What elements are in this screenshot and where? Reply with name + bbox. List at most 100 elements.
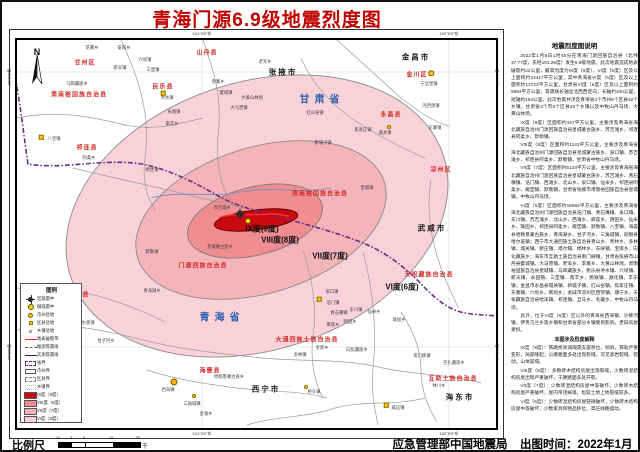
legend-label: 地表破裂带 <box>37 336 59 341</box>
town-label: 宝库乡 <box>315 345 329 350</box>
town-label: 威远镇 <box>391 405 405 410</box>
legend-label: 市州驻地 <box>37 312 55 317</box>
county-boundary-path <box>362 251 379 426</box>
county-label: 肃南裕固族自治县 <box>291 191 349 198</box>
graticule-coordinate-label: 37°0′0″北 <box>494 343 500 361</box>
macro-epicenter-marker <box>234 208 246 220</box>
scale-tick-label: 10 <box>108 436 114 440</box>
lg-vii-icon <box>24 407 37 415</box>
legend-label: 区县界 <box>37 376 50 381</box>
town-label: 仙米乡 <box>367 309 381 314</box>
town-label: 多林镇 <box>293 352 307 357</box>
town-label: 焦家庄镇 <box>354 127 372 132</box>
town-label: 金滩乡 <box>199 411 213 416</box>
town-label: 麻莲乡 <box>326 322 340 327</box>
town-label: 永固镇 <box>167 109 181 114</box>
legend-item: 微观震中 <box>24 303 79 311</box>
settlement-marker <box>383 402 389 408</box>
town-label: 青石嘴镇 <box>330 310 348 315</box>
graticule-coordinate-label: 38°0′0″北 <box>494 68 500 86</box>
legend-symbol-lg-city <box>24 312 37 318</box>
county-boundary-path <box>300 57 426 159</box>
town-label: 向化藏族乡 <box>346 347 368 352</box>
town-label: 阴田乡 <box>343 319 357 324</box>
graticule-coordinate-label: 38°0′0″北 <box>6 68 12 86</box>
settlement-marker <box>428 70 434 76</box>
town-label: 新城子镇 <box>314 140 332 145</box>
intensity-zone-label: IX度(9度) <box>245 224 279 234</box>
map-date: 出图时间：2022年1月11日 <box>520 439 633 451</box>
lg-measured-icon <box>24 354 37 356</box>
legend-symbol-lg-viii <box>24 399 37 407</box>
scale-segment <box>72 443 85 447</box>
town-label: 洪水镇 <box>160 95 174 100</box>
legend-label: 推测等震线 <box>37 344 59 349</box>
map-svg <box>17 40 496 428</box>
town-label: 哈勒景蒙古族乡 <box>213 374 245 379</box>
legend-item: 市州界 <box>24 367 79 375</box>
county-boundary-path <box>202 40 234 207</box>
town-label: 新天镇 <box>113 65 127 70</box>
county-label: 祁连县 <box>76 145 98 152</box>
legend-rows: 宏观震中微观震中 市州驻地区县驻地乡镇驻地地表破裂带推测等震线实测等震线省界市州界… <box>24 294 79 423</box>
county-label: 门源回族自治县 <box>178 263 228 270</box>
panel-paragraph: IX度（9度）：铁路桥梁减隔震支座移位、倾斜，铁轨严重变形，局部隆起；公路路面多… <box>511 344 638 365</box>
legend-item: VIII度（8度） <box>24 399 79 407</box>
map-outer-frame <box>9 29 504 439</box>
town-label: 花寨乡 <box>85 45 99 50</box>
county-boundary-path <box>336 40 450 127</box>
scale-segment <box>59 443 72 447</box>
town-label: 浩门镇 <box>326 300 340 305</box>
town-label: 西海镇 <box>161 387 175 392</box>
legend-item: 区县界 <box>24 375 79 383</box>
town-label: 哈尔盖镇 <box>77 320 95 325</box>
legend-label: 实测等震线 <box>37 352 59 357</box>
legend-item: 地表破裂带 <box>24 335 79 343</box>
town-label: 皇城蒙古族乡 <box>207 244 233 249</box>
lg-vi-icon <box>24 415 37 423</box>
panel-paragraph: VI度（6度）：少数砖混结构房屋轻微破坏，少数砖木结构房屋中等破坏，少数家具和物… <box>511 398 638 411</box>
scale-tick-label: 20 <box>135 436 141 440</box>
legend-label: 乡镇驻地 <box>37 328 55 333</box>
town-label: 桥头镇 <box>307 389 321 394</box>
legend-symbol-lg-town-bd <box>24 384 37 390</box>
legend-symbol-lg-rupture <box>24 338 37 340</box>
city-label: 金昌市 <box>401 52 431 62</box>
panel-paragraph: VI度（6度）区面积约16984平方公里，主要涉及青海省海北藏族自治州门源回族自… <box>511 202 638 310</box>
city-label: 海东市 <box>445 392 475 402</box>
graticule-coordinate-label: 37°0′0″北 <box>6 343 12 361</box>
scale-unit: 千米 <box>142 444 149 450</box>
scale-bar-segments <box>58 442 141 448</box>
county-boundary-path <box>72 167 244 209</box>
legend-item: VI度（6度） <box>24 415 79 423</box>
surface-rupture-line <box>218 212 290 219</box>
lg-micro-icon <box>27 304 34 310</box>
city-label: 张掖市 <box>268 67 298 77</box>
lg-county-icon <box>28 321 33 325</box>
town-label: 马蹄藏族乡 <box>66 81 88 86</box>
panel-paragraph: VII度（7度）：少数砖混结构房屋中等破坏，少数砖木结构房屋严重破坏，屋内吊顶掉… <box>511 383 638 396</box>
legend-label: 市州界 <box>37 368 50 373</box>
page-title: 青海门源6.9级地震烈度图 <box>152 10 382 31</box>
legend-item: VII度（7度） <box>24 407 79 415</box>
lg-rupture-icon <box>24 338 37 340</box>
legend-item: 乡镇界 <box>24 383 79 391</box>
town-label: 泉口镇 <box>325 289 339 294</box>
legend-label: 区县驻地 <box>37 320 55 325</box>
town-label: 默勒镇 <box>145 249 159 254</box>
graticule-coordinate-label: 101°0′0″东 <box>192 31 212 36</box>
intensity-zone-label: VIII度(8度) <box>261 235 299 245</box>
legend-label: VII度（7度） <box>37 408 62 413</box>
legend-label: 宏观震中 <box>37 296 55 301</box>
town-label: 青海湖乡 <box>143 288 161 293</box>
settlement-marker <box>192 394 196 398</box>
town-label: 宁远堡镇 <box>420 81 438 86</box>
legend-label: 省界 <box>37 360 46 365</box>
town-label: 霍城镇 <box>219 90 233 95</box>
north-letter: N <box>33 47 41 57</box>
settlement-marker <box>160 90 166 96</box>
legend-symbol-lg-county <box>24 321 37 325</box>
panel-paragraph: VIII度（8度）：多数砖木结构房屋出现裂缝，少数砖混结构房屋出现严重破坏，干硬… <box>511 367 638 380</box>
town-label: 巴扎藏族乡 <box>443 360 465 365</box>
legend-symbol-lg-macro <box>24 294 37 304</box>
